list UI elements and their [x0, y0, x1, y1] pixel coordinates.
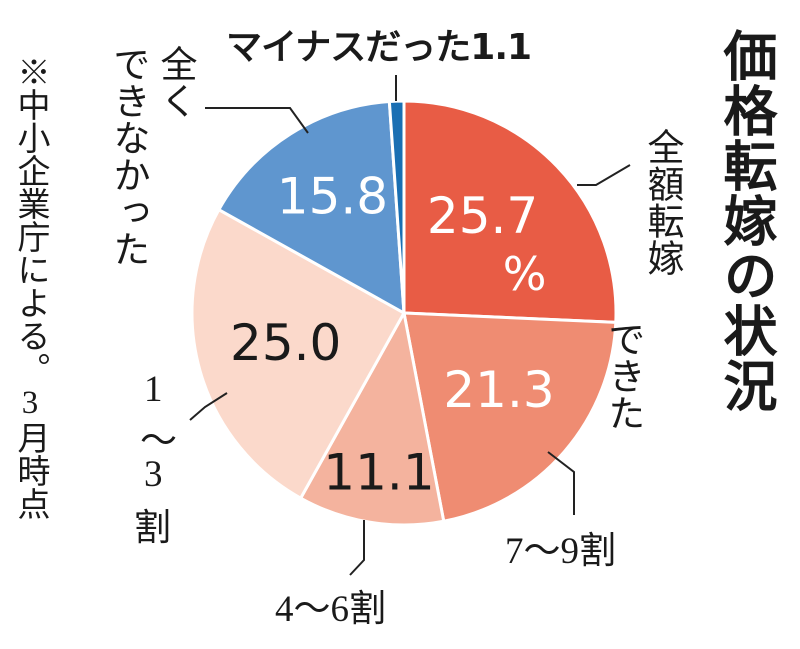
leader-7-9 — [547, 451, 575, 515]
pie-slice-p1-3 — [190, 207, 407, 501]
label-none-a: 全く — [154, 45, 195, 119]
pie-slice-full — [402, 99, 618, 324]
source-note: ※中小企業庁による。3月時点 — [12, 55, 48, 520]
leader-1-3 — [189, 392, 228, 421]
data-label-full: 25.7 — [427, 187, 538, 245]
label-1-3-a: 1 — [144, 369, 163, 410]
label-7-9: 7〜9割 — [505, 531, 616, 572]
pie-slice-p7-9 — [402, 311, 618, 524]
leader-4-6 — [349, 520, 365, 576]
chart-title: 価格転嫁の状況 — [714, 28, 777, 413]
data-label-unit: % — [503, 247, 547, 301]
leader-none — [205, 107, 309, 134]
label-1-3-c: 3 — [144, 454, 163, 495]
label-1-3-d: 割 — [134, 508, 171, 549]
label-full-line2: できた — [602, 320, 643, 431]
data-label-p7-9: 21.3 — [443, 361, 554, 419]
label-full-line1: 全額転嫁 — [641, 128, 682, 276]
leader-full — [577, 164, 631, 186]
data-label-p4-6: 11.1 — [323, 443, 434, 501]
label-none-b: できなかった — [107, 45, 148, 267]
data-label-none: 15.8 — [277, 168, 388, 226]
label-minus: マイナスだった1.1 — [226, 27, 532, 68]
pie-slice-p4-6 — [298, 308, 446, 527]
pie-slice-none — [216, 99, 406, 316]
data-label-p1-3: 25.0 — [230, 314, 341, 372]
pie-slice-minus — [387, 99, 406, 314]
label-1-3-b: 〜 — [140, 421, 177, 462]
label-4-6: 4〜6割 — [275, 589, 386, 630]
